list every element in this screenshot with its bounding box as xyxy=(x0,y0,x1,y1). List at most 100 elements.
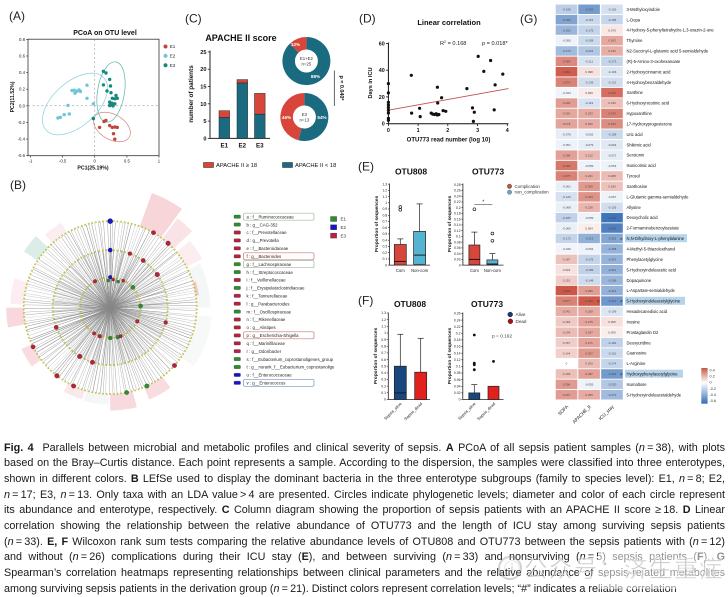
svg-text:N,N-Dihydroxy-L-phenylalanine: N,N-Dihydroxy-L-phenylalanine xyxy=(627,236,685,241)
svg-text:Proportion of sequences: Proportion of sequences xyxy=(447,195,453,252)
svg-text:0.299: 0.299 xyxy=(563,101,571,105)
svg-text:0.275: 0.275 xyxy=(585,320,593,324)
svg-text:Shikimic acid: Shikimic acid xyxy=(627,142,652,147)
svg-text:n=13: n=13 xyxy=(300,118,310,123)
svg-text:m : f__Oscillospiraceae: m : f__Oscillospiraceae xyxy=(247,309,292,314)
svg-text:Isonicotinic acid: Isonicotinic acid xyxy=(627,163,657,168)
svg-text:Deoxycholic acid: Deoxycholic acid xyxy=(627,215,659,220)
svg-text:0: 0 xyxy=(203,136,206,142)
svg-text:k : f__Tannerellaceae: k : f__Tannerellaceae xyxy=(247,294,288,299)
svg-text:-0.181: -0.181 xyxy=(608,341,617,345)
svg-text:t : g__norank_f__Eubacterium_c: t : g__norank_f__Eubacterium_coprostanol… xyxy=(247,365,336,370)
svg-text:0.095: 0.095 xyxy=(608,320,616,324)
svg-text:p : g__Escherichia-Shigella: p : g__Escherichia-Shigella xyxy=(247,333,300,338)
svg-text:Non-com: Non-com xyxy=(484,268,501,273)
svg-text:-0.148: -0.148 xyxy=(585,278,594,282)
svg-text:0.054: 0.054 xyxy=(585,226,593,230)
svg-text:SOFA: SOFA xyxy=(557,404,570,417)
svg-text:0.24: 0.24 xyxy=(454,318,461,322)
svg-text:Com: Com xyxy=(470,268,479,273)
svg-text:PCoA on OTU level: PCoA on OTU level xyxy=(73,30,137,37)
svg-text:0.8: 0.8 xyxy=(19,37,26,42)
svg-text:0.16: 0.16 xyxy=(454,345,461,349)
svg-text:Sepsis_dead: Sepsis_dead xyxy=(403,401,424,422)
svg-text:0.1: 0.1 xyxy=(382,257,387,261)
svg-text:-0.351: -0.351 xyxy=(608,237,617,241)
svg-text:5-Hydroxyindoleacetaldehyde: 5-Hydroxyindoleacetaldehyde xyxy=(627,392,682,397)
svg-text:0.8: 0.8 xyxy=(381,345,386,349)
svg-text:0.1: 0.1 xyxy=(381,391,386,395)
svg-text:0.1: 0.1 xyxy=(456,235,461,239)
svg-text:-0.053: -0.053 xyxy=(608,164,617,168)
svg-text:Hydroxyphenylacetylglycine: Hydroxyphenylacetylglycine xyxy=(627,372,679,377)
svg-text:E1: E1 xyxy=(341,217,347,222)
svg-text:1: 1 xyxy=(384,331,386,335)
svg-text:#: # xyxy=(597,300,600,304)
svg-text:0.209: 0.209 xyxy=(563,331,571,335)
svg-text:0.278: 0.278 xyxy=(563,122,571,126)
svg-text:#: # xyxy=(620,237,623,241)
svg-text:Xanthine: Xanthine xyxy=(627,90,644,95)
svg-text:-0.158: -0.158 xyxy=(608,133,617,137)
svg-text:0.18: 0.18 xyxy=(454,338,461,342)
svg-text:-0.094: -0.094 xyxy=(608,143,617,147)
svg-text:Dopaquinone: Dopaquinone xyxy=(627,278,652,283)
svg-text:4: 4 xyxy=(506,128,509,134)
svg-text:L-Aspartate-semialdehyde: L-Aspartate-semialdehyde xyxy=(627,288,676,293)
svg-text:e : f__Bacteroidaceae: e : f__Bacteroidaceae xyxy=(247,246,289,251)
svg-text:0: 0 xyxy=(94,159,97,164)
svg-text:Hexadecanedioic acid: Hexadecanedioic acid xyxy=(627,309,668,314)
svg-text:0.377: 0.377 xyxy=(563,299,571,303)
svg-text:60: 60 xyxy=(379,41,385,47)
svg-text:Proportion of sequences: Proportion of sequences xyxy=(374,195,380,252)
svg-text:s : f__Eubacterium_coprostanol: s : f__Eubacterium_coprostanoligenes_gro… xyxy=(247,357,334,362)
svg-text:-0.079: -0.079 xyxy=(585,143,594,147)
svg-text:88%: 88% xyxy=(311,74,320,79)
svg-text:0.263: 0.263 xyxy=(608,39,616,43)
svg-text:0.196: 0.196 xyxy=(608,101,616,105)
svg-text:-0.051: -0.051 xyxy=(562,143,571,147)
svg-text:(E): (E) xyxy=(358,160,374,174)
svg-text:0.079: 0.079 xyxy=(608,28,616,32)
svg-text:-0.109: -0.109 xyxy=(608,310,617,314)
svg-text:*: * xyxy=(482,200,484,206)
svg-text:E1+E2: E1+E2 xyxy=(300,56,314,61)
svg-text:0: 0 xyxy=(384,398,386,402)
svg-text:-0.187: -0.187 xyxy=(562,216,571,220)
svg-text:0.6: 0.6 xyxy=(19,54,26,59)
svg-text:E2: E2 xyxy=(341,225,347,230)
svg-text:0.5: 0.5 xyxy=(381,364,386,368)
svg-text:0.08: 0.08 xyxy=(454,240,461,244)
svg-text:0: 0 xyxy=(459,398,461,402)
svg-text:0.16: 0.16 xyxy=(454,217,461,221)
svg-text:4-Hydroxybenzaldehyde: 4-Hydroxybenzaldehyde xyxy=(627,80,672,85)
svg-text:APACHE II ≥ 18: APACHE II ≥ 18 xyxy=(216,163,257,169)
svg-text:0.098: 0.098 xyxy=(585,70,593,74)
svg-text:0.4: 0.4 xyxy=(381,371,386,375)
svg-text:1: 1 xyxy=(385,201,387,205)
svg-text:0.04: 0.04 xyxy=(454,385,461,389)
svg-text:Uric acid: Uric acid xyxy=(627,132,644,137)
svg-text:0.02: 0.02 xyxy=(454,391,461,395)
svg-text:0.260: 0.260 xyxy=(563,112,571,116)
svg-text:-0.221: -0.221 xyxy=(585,49,594,53)
svg-text:0.08: 0.08 xyxy=(454,371,461,375)
svg-text:0.2: 0.2 xyxy=(381,384,386,388)
svg-text:Prostaglandin D2: Prostaglandin D2 xyxy=(627,330,659,335)
svg-text:E3: E3 xyxy=(302,112,308,117)
svg-text:0.2: 0.2 xyxy=(382,251,387,255)
svg-text:ICU_stay: ICU_stay xyxy=(598,404,615,421)
svg-text:Serotonin: Serotonin xyxy=(627,153,645,158)
svg-text:-0.043: -0.043 xyxy=(562,91,571,95)
svg-text:u : f__Enterococcaceae: u : f__Enterococcaceae xyxy=(247,373,293,378)
svg-text:g : f__Lachnospiraceae: g : f__Lachnospiraceae xyxy=(247,262,292,267)
svg-text:0.151: 0.151 xyxy=(563,278,571,282)
svg-text:0.7: 0.7 xyxy=(382,220,387,224)
svg-text:-0.054: -0.054 xyxy=(585,247,594,251)
svg-text:0: 0 xyxy=(710,381,712,385)
svg-text:-0.2: -0.2 xyxy=(18,120,26,125)
svg-text:0.370: 0.370 xyxy=(608,112,616,116)
svg-text:#: # xyxy=(620,372,623,376)
svg-text:0.094: 0.094 xyxy=(563,268,571,272)
svg-text:-0.158: -0.158 xyxy=(585,39,594,43)
